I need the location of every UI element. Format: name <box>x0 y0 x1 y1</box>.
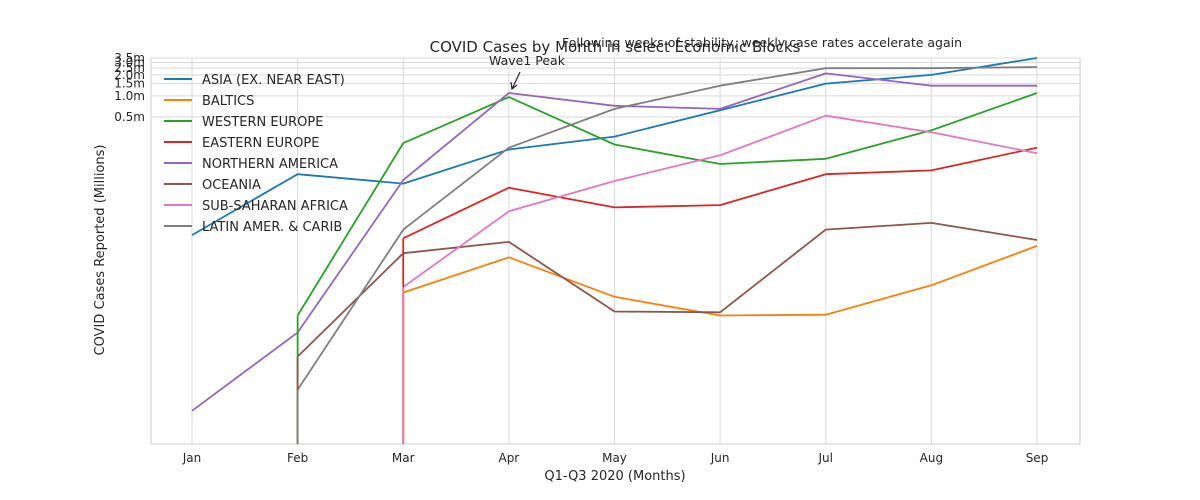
series-line-5 <box>296 221 1038 358</box>
legend-label: OCEANIA <box>202 178 261 193</box>
y-tick-label: 2.0m <box>114 68 145 82</box>
series-line-3 <box>402 146 1038 240</box>
x-tick-label: Mar <box>392 451 415 465</box>
y-tick-label: 2.5m <box>114 61 145 75</box>
x-tick-label: Feb <box>287 451 308 465</box>
plot-area <box>150 57 1081 445</box>
series-line-4 <box>191 72 1037 412</box>
legend-label: ASIA (EX. NEAR EAST) <box>202 73 345 88</box>
series-line-2 <box>296 92 1038 316</box>
y-tick-label: 3.0m <box>114 56 145 70</box>
y-tick-label: 1.5m <box>114 77 145 91</box>
legend: ASIA (EX. NEAR EAST) BALTICS WESTERN EUROP… <box>164 73 348 235</box>
annotation-wave1-peak: Wave1 Peak <box>489 53 566 68</box>
annotation-arrow <box>510 71 521 91</box>
x-tick-label: Aug <box>920 451 943 465</box>
x-axis-title: Q1-Q3 2020 (Months) <box>544 469 685 484</box>
x-tick-label: Jul <box>818 451 833 465</box>
y-tick-label: 0.5m <box>114 110 145 124</box>
series-layer <box>191 57 1038 444</box>
legend-label: LATIN AMER. & CARIB <box>202 220 342 235</box>
series-line-0 <box>191 57 1038 236</box>
series-line-6 <box>402 114 1038 288</box>
x-tick-label: Sep <box>1026 451 1049 465</box>
y-tick-label: 1.0m <box>114 89 145 103</box>
series-line-7 <box>296 66 1038 391</box>
annotation-acceleration: Following weeks of stability, weekly cas… <box>562 35 962 50</box>
x-tick-label: May <box>602 451 627 465</box>
legend-label: WESTERN EUROPE <box>202 115 323 130</box>
x-gridlines <box>191 58 1038 444</box>
y-axis-title: COVID Cases Reported (Millions) <box>93 145 108 356</box>
y-tick-labels: 0.5m 1.0m1.5m2.0m2.5m3.0m3.5m <box>114 51 145 124</box>
legend-label: EASTERN EUROPE <box>202 136 319 151</box>
legend-label: NORTHERN AMERICA <box>202 157 338 172</box>
x-tick-labels: Jan Feb Mar Apr May Jun Jul Aug Sep <box>182 451 1049 465</box>
legend-label: SUB-SAHARAN AFRICA <box>202 199 348 214</box>
legend-label: BALTICS <box>202 94 254 109</box>
y-tick-label: 3.5m <box>114 51 145 65</box>
x-tick-label: Jan <box>182 451 202 465</box>
x-tick-label: Apr <box>498 451 519 465</box>
x-tick-label: Jun <box>710 451 730 465</box>
chart-title: COVID Cases by Month in select Economic … <box>430 38 801 56</box>
series-line-1 <box>403 245 1038 317</box>
